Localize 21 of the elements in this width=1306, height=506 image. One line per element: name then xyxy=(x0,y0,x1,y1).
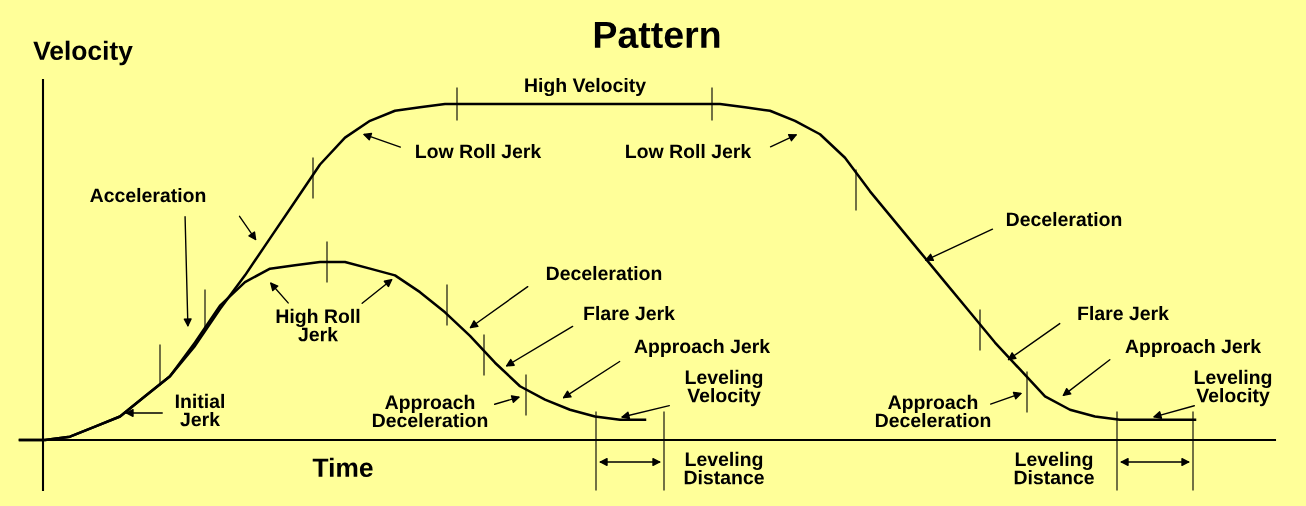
annotation: Flare Jerk xyxy=(1078,305,1169,321)
annotation: Approach Jerk xyxy=(1125,338,1262,358)
annotation: Low Roll Jerk xyxy=(626,143,752,159)
annotation: Deceleration xyxy=(1006,211,1122,227)
text: Leveling Distance xyxy=(1014,451,1094,485)
annotation: Leveling Velocity xyxy=(1194,369,1272,407)
annotation: Approach Jerk xyxy=(634,338,771,358)
annotation: High Roll Jerk xyxy=(276,308,360,342)
annotation: Deceleration xyxy=(546,265,662,281)
annotation: Initial Jerk xyxy=(175,393,225,427)
y-axis-title: Velocity xyxy=(33,40,133,66)
annotation: Approach Deceleration xyxy=(875,394,991,428)
annotation: Low Roll Jerk xyxy=(416,143,542,159)
chart-title: Pattern xyxy=(594,21,720,49)
text: High Velocity xyxy=(525,77,646,97)
annotation: Acceleration xyxy=(90,187,206,203)
annotation: Leveling Velocity xyxy=(685,369,763,407)
x-axis-title: Time xyxy=(312,457,373,478)
annotation: Flare Jerk xyxy=(584,305,675,321)
annotation: Approach Deceleration xyxy=(372,394,488,428)
text: Leveling Distance xyxy=(684,451,764,485)
